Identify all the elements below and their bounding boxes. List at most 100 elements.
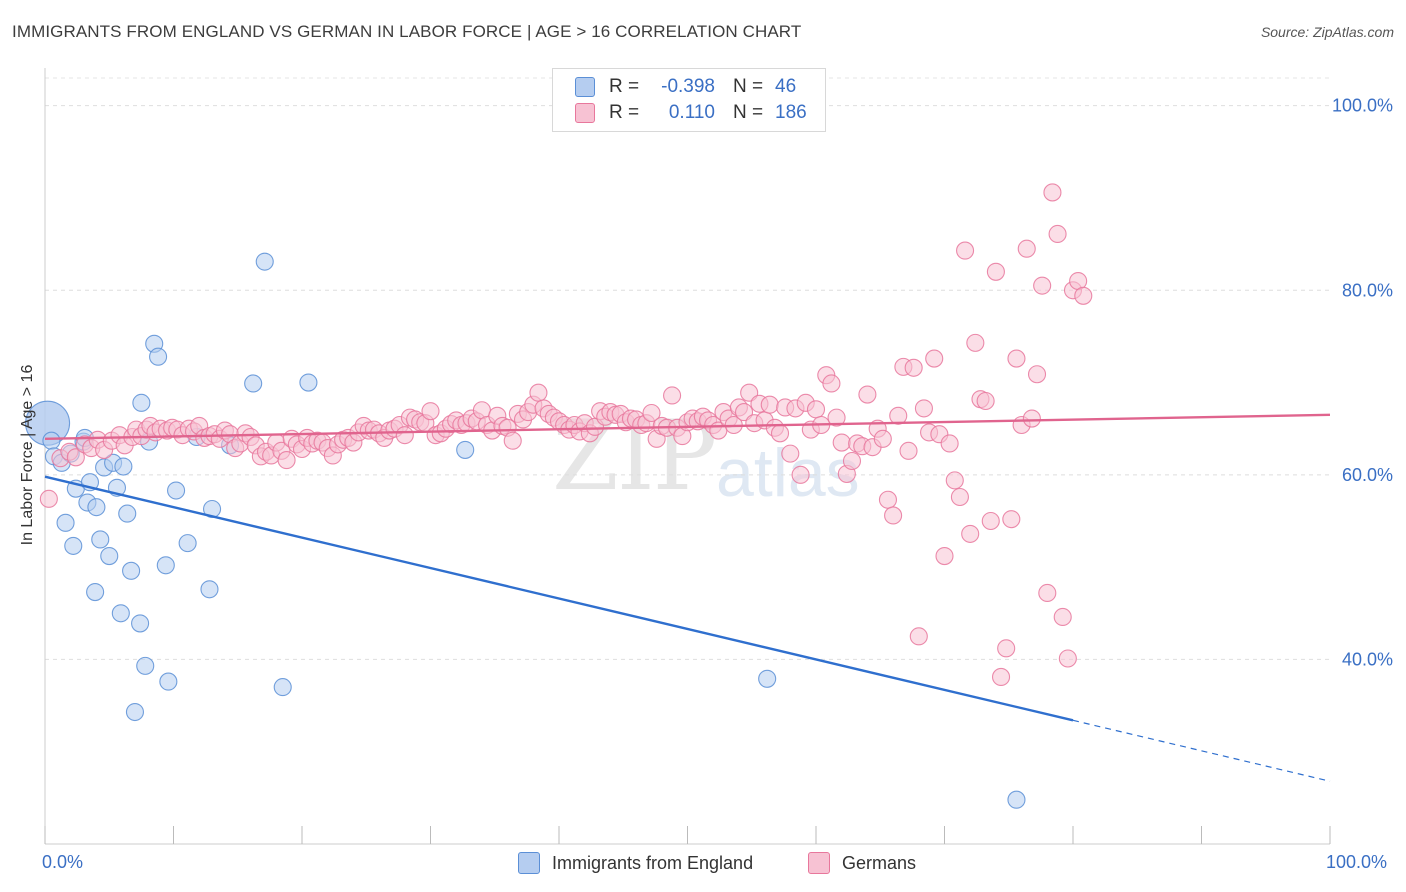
- german-point: [956, 241, 975, 260]
- german-point: [791, 465, 810, 484]
- german-point: [899, 441, 918, 460]
- correlation-legend: R = -0.398 N = 46 R = 0.110 N = 186: [552, 68, 826, 132]
- german-point: [1022, 409, 1041, 428]
- legend-r-label: R =: [609, 76, 640, 97]
- german-point: [1053, 607, 1072, 627]
- england-point: [91, 530, 110, 549]
- x-tick-label-min: 0.0%: [42, 852, 84, 872]
- england-point: [1007, 790, 1026, 809]
- legend-r-label: R =: [609, 102, 640, 123]
- legend-swatch-england: [518, 852, 540, 874]
- german-point: [945, 471, 964, 490]
- german-point: [904, 358, 923, 377]
- german-point: [663, 386, 682, 405]
- legend-swatch-england: [575, 77, 595, 97]
- german-trend-line: [44, 413, 1331, 441]
- german-point: [1033, 276, 1052, 295]
- england-point: [125, 702, 144, 722]
- series-legend: Immigrants from England Germans: [0, 852, 1406, 878]
- england-point: [178, 534, 197, 553]
- england-point: [156, 556, 175, 575]
- german-point: [961, 524, 980, 543]
- german-point: [966, 333, 985, 352]
- england-point: [42, 431, 61, 450]
- german-point: [39, 489, 58, 508]
- german-point: [760, 395, 779, 414]
- german-point: [1007, 349, 1026, 368]
- england-point: [100, 547, 119, 566]
- german-point: [878, 490, 898, 509]
- german-point: [781, 444, 800, 463]
- source-label: Source: ZipAtlas.com: [1260, 24, 1394, 40]
- legend-item-germans[interactable]: Germans: [808, 852, 916, 874]
- german-point: [66, 448, 85, 467]
- legend-r-value: -0.398: [661, 76, 715, 97]
- german-point: [997, 639, 1016, 658]
- y-tick-label: 100.0%: [1332, 96, 1393, 116]
- x-tick-label-max: 100.0%: [1326, 852, 1388, 872]
- england-trend-line: [44, 475, 1074, 722]
- england-point: [244, 374, 263, 393]
- german-point: [1038, 583, 1057, 603]
- england-point: [456, 440, 475, 459]
- england-point: [255, 252, 274, 271]
- german-point: [770, 424, 790, 443]
- german-point: [503, 431, 522, 450]
- german-point: [1027, 365, 1047, 384]
- german-point: [976, 391, 995, 411]
- england-point: [167, 481, 186, 500]
- legend-label-england: Immigrants from England: [552, 852, 754, 873]
- legend-swatch-germans: [808, 852, 830, 874]
- german-point: [1043, 183, 1062, 202]
- german-point: [858, 385, 877, 404]
- german-point: [889, 406, 908, 425]
- england-point: [132, 393, 151, 412]
- england-point: [136, 656, 155, 675]
- german-point: [277, 451, 296, 470]
- england-point: [273, 678, 292, 697]
- german-point: [884, 506, 903, 525]
- german-point: [981, 511, 1000, 531]
- england-point: [64, 536, 83, 555]
- german-point: [421, 402, 440, 421]
- chart-title: IMMIGRANTS FROM ENGLAND VS GERMAN IN LAB…: [12, 22, 802, 41]
- england-trend-extension: [1072, 719, 1331, 782]
- german-point: [991, 667, 1011, 687]
- legend-item-england[interactable]: Immigrants from England: [518, 852, 753, 874]
- england-point: [86, 583, 105, 602]
- y-tick-label: 60.0%: [1342, 465, 1393, 485]
- england-point: [114, 457, 133, 476]
- german-point: [1017, 239, 1036, 258]
- y-tick-label: 40.0%: [1342, 649, 1393, 669]
- england-point: [758, 669, 777, 688]
- legend-row-germans: R = 0.110 N = 186: [575, 101, 815, 125]
- legend-row-england: R = -0.398 N = 46: [575, 75, 815, 99]
- german-point: [914, 399, 933, 418]
- legend-n-value: 46: [775, 76, 797, 97]
- german-point: [1058, 649, 1077, 668]
- y-axis-label: In Labor Force | Age > 16: [19, 364, 36, 546]
- england-point: [118, 504, 137, 523]
- german-point: [925, 349, 944, 368]
- german-point: [1074, 286, 1093, 305]
- german-point: [940, 434, 959, 453]
- legend-r-value: 0.110: [668, 102, 715, 123]
- legend-swatch-germans: [575, 103, 595, 123]
- england-point: [131, 614, 150, 633]
- legend-n-label: N =: [733, 76, 764, 97]
- german-point: [806, 400, 826, 419]
- german-point: [734, 403, 754, 422]
- legend-label-germans: Germans: [842, 852, 917, 873]
- german-point: [842, 451, 862, 471]
- german-point: [395, 426, 414, 445]
- england-point: [200, 580, 219, 599]
- england-point: [111, 604, 130, 623]
- england-point: [56, 513, 75, 532]
- german-point: [529, 383, 548, 402]
- german-point: [740, 383, 759, 402]
- german-point: [642, 403, 661, 423]
- legend-n-label: N =: [733, 102, 764, 123]
- german-point: [832, 433, 851, 452]
- y-tick-label: 80.0%: [1342, 280, 1393, 300]
- england-point: [87, 498, 106, 517]
